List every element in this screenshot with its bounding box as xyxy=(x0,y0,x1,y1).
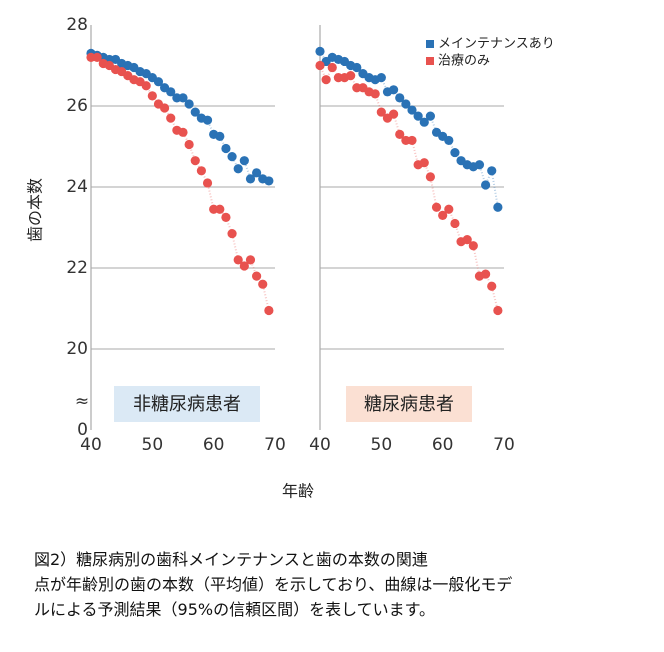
data-point xyxy=(395,93,405,103)
data-point xyxy=(264,305,274,316)
data-point xyxy=(407,135,417,146)
data-point xyxy=(239,261,249,271)
data-point xyxy=(92,52,102,63)
data-point xyxy=(321,75,331,85)
data-point xyxy=(419,117,429,127)
data-point xyxy=(376,73,386,83)
data-point xyxy=(252,271,262,281)
data-point xyxy=(493,305,503,316)
y-tick-label: 26 xyxy=(66,96,88,116)
data-point xyxy=(233,255,243,265)
data-point xyxy=(239,156,249,166)
data-point xyxy=(160,103,170,113)
data-point xyxy=(184,99,194,109)
panel-label: 糖尿病患者 xyxy=(364,394,454,415)
data-point xyxy=(215,131,225,141)
data-point xyxy=(487,281,497,291)
data-point xyxy=(178,93,188,103)
data-point xyxy=(215,204,225,214)
data-point xyxy=(346,71,356,81)
data-point xyxy=(252,168,262,178)
data-point xyxy=(227,152,237,162)
caption: ルによる予測結果（95%の信頼区間）を表しています。 xyxy=(34,600,435,619)
data-point xyxy=(221,212,231,222)
data-point xyxy=(221,143,231,154)
panel-label-box xyxy=(346,386,472,422)
data-point xyxy=(166,87,176,97)
data-point xyxy=(184,139,194,150)
x-tick-label: 50 xyxy=(371,435,393,455)
x-tick-label: 60 xyxy=(203,435,225,455)
y-tick-label: 20 xyxy=(66,339,88,359)
data-point xyxy=(264,176,274,186)
caption: 点が年齢別の歯の本数（平均値）を示しており、曲線は一般化モデ xyxy=(34,575,512,594)
data-point xyxy=(419,158,429,168)
data-point xyxy=(376,107,386,117)
y-tick-label: 28 xyxy=(66,15,88,35)
data-point xyxy=(389,85,399,95)
data-point xyxy=(141,81,151,91)
data-point xyxy=(153,77,164,87)
y-axis-label: 歯の本数 xyxy=(26,178,45,242)
data-point xyxy=(413,111,423,121)
data-point xyxy=(245,174,256,184)
legend-label: メインテナンスあり xyxy=(438,37,555,52)
data-point xyxy=(202,115,213,125)
legend-swatch xyxy=(426,40,434,48)
y-tick-label: 0 xyxy=(77,420,88,440)
data-point xyxy=(401,99,411,109)
data-point xyxy=(190,156,200,166)
axis-break: ≈ xyxy=(75,392,89,412)
legend-label: 治療のみ xyxy=(438,54,490,69)
data-point xyxy=(450,218,460,229)
data-point xyxy=(352,62,362,73)
data-point xyxy=(258,279,268,289)
data-point xyxy=(481,180,491,190)
x-axis-label: 年齢 xyxy=(282,482,314,501)
x-tick-label: 70 xyxy=(264,435,286,455)
x-tick-label: 60 xyxy=(432,435,454,455)
caption: 図2）糖尿病別の歯科メインテナンスと歯の本数の関連 xyxy=(34,550,428,569)
data-point xyxy=(370,89,380,99)
data-point xyxy=(474,160,485,170)
data-point xyxy=(227,228,237,239)
data-point xyxy=(245,255,256,265)
data-point xyxy=(431,202,442,212)
data-point xyxy=(462,235,472,245)
data-point xyxy=(233,164,243,174)
x-tick-label: 40 xyxy=(80,435,102,455)
data-point xyxy=(425,111,435,121)
data-point xyxy=(444,135,454,146)
data-point xyxy=(389,109,399,119)
data-point xyxy=(468,241,478,251)
data-point xyxy=(178,127,188,137)
y-tick-label: 24 xyxy=(66,177,88,197)
data-point xyxy=(166,113,176,123)
data-point xyxy=(315,46,325,56)
data-point xyxy=(315,60,325,71)
data-point xyxy=(487,166,497,176)
data-point xyxy=(190,107,200,117)
data-point xyxy=(450,147,460,158)
data-point xyxy=(147,91,157,101)
data-point xyxy=(196,166,206,176)
data-point xyxy=(202,178,213,188)
data-point xyxy=(407,105,417,115)
data-point xyxy=(444,204,454,214)
data-point xyxy=(425,172,435,182)
data-point xyxy=(438,210,448,220)
panel-label: 非糖尿病患者 xyxy=(133,394,241,415)
x-tick-label: 50 xyxy=(142,435,164,455)
y-tick-label: 22 xyxy=(66,258,88,278)
data-point xyxy=(493,202,503,212)
data-point xyxy=(481,269,491,279)
x-tick-label: 40 xyxy=(309,435,331,455)
panel-label-box xyxy=(114,386,260,422)
legend-swatch xyxy=(426,57,434,65)
x-tick-label: 70 xyxy=(493,435,515,455)
data-point xyxy=(327,62,337,73)
data-point xyxy=(395,129,405,139)
